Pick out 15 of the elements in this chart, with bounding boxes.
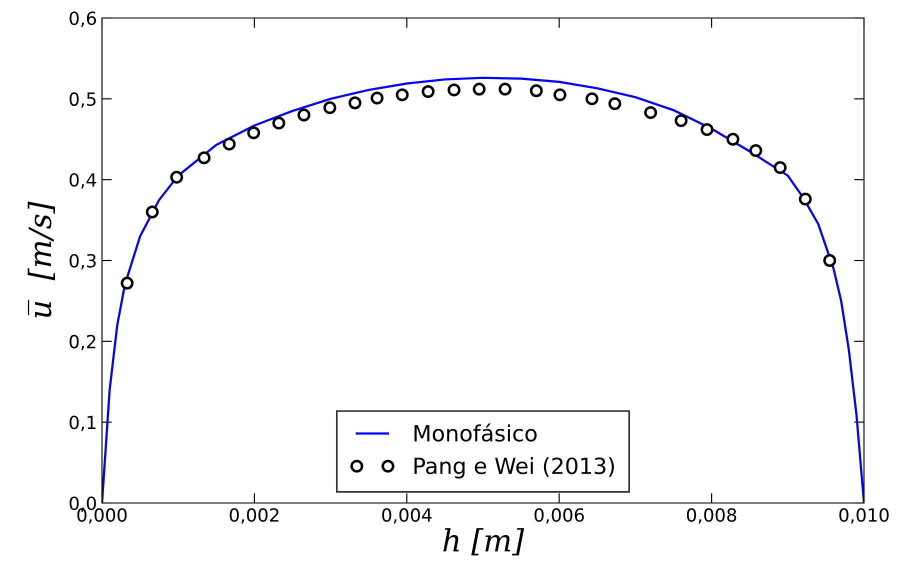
y-tick-label: 0,3 [70,254,96,270]
legend-label: Monofásico [414,424,537,442]
x-tick-label: 0,002 [230,508,278,524]
x-tick-label: 0,004 [382,508,432,524]
y-axis-title: u̅ [m/s] [28,202,55,318]
y-tick-label: 0,1 [70,416,96,432]
legend-label: Pang e Wei (2013) [414,457,614,479]
y-tick-label: 0,4 [70,173,96,189]
x-axis-title: h [m] [443,528,524,556]
x-tick-label: 0,006 [534,508,584,524]
y-tick-label: 0,5 [70,92,96,108]
x-tick-label: 0,008 [686,508,736,524]
y-tick-label: 0,6 [70,11,96,27]
x-tick-label: 0,010 [839,508,889,524]
y-tick-label: 0,2 [70,334,96,350]
